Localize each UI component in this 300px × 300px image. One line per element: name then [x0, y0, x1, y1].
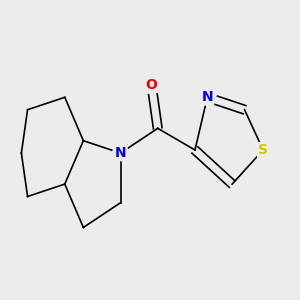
Text: S: S [258, 143, 268, 157]
Text: N: N [202, 90, 213, 104]
Text: N: N [115, 146, 126, 160]
Text: O: O [146, 78, 158, 92]
